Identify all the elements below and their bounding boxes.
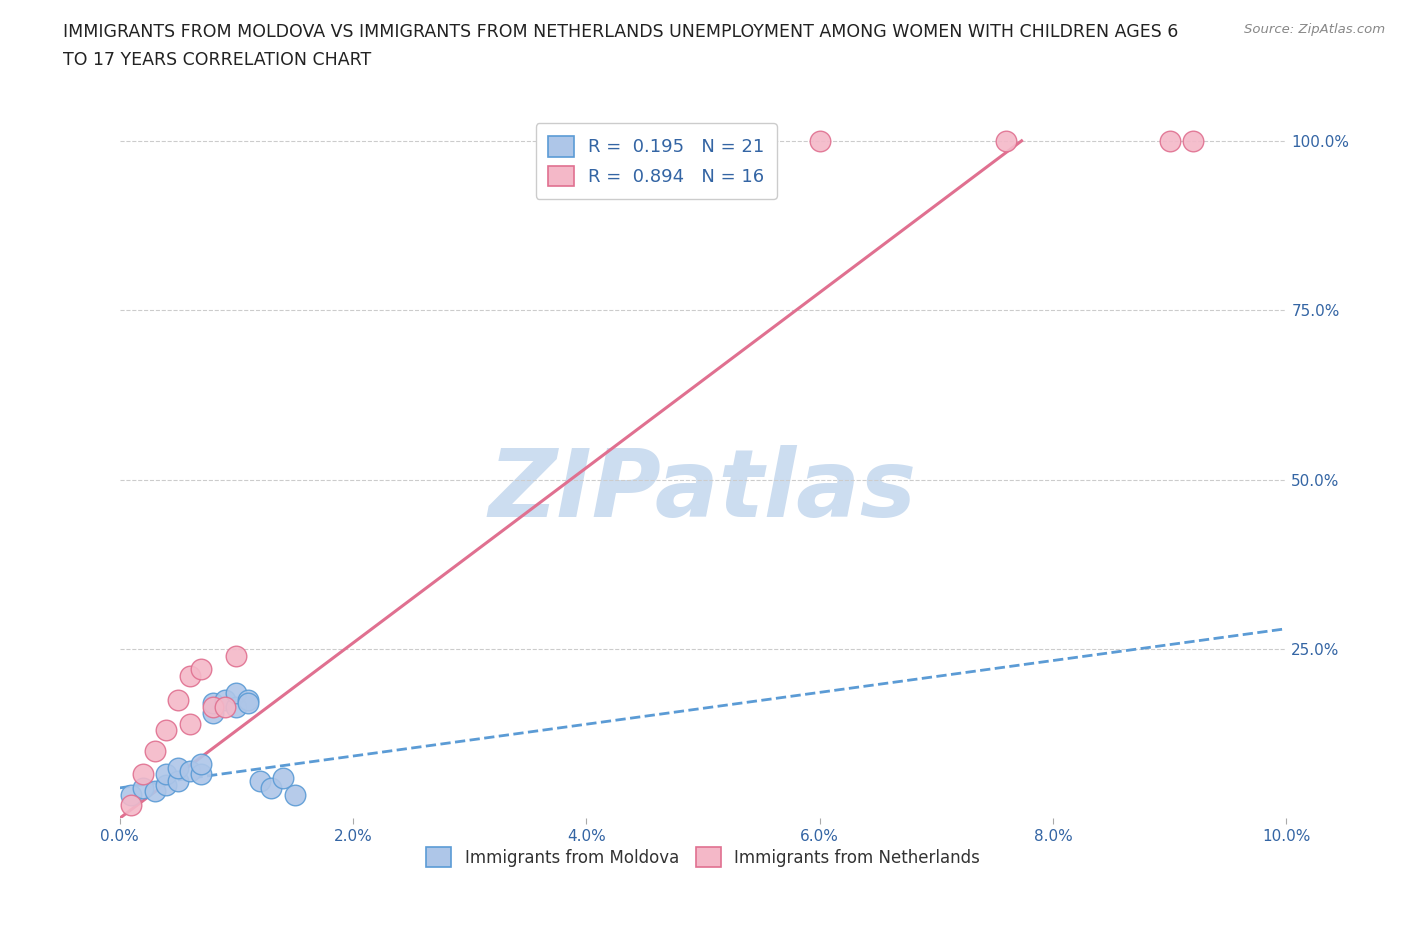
Point (179, 669, 201, 684)
Point (283, 787, 307, 802)
Legend: Immigrants from Moldova, Immigrants from Netherlands: Immigrants from Moldova, Immigrants from… (419, 841, 987, 874)
Point (225, 648, 247, 663)
Text: ZIPatlas: ZIPatlas (489, 445, 917, 538)
Point (236, 696, 259, 711)
Point (166, 692, 188, 708)
Point (225, 685, 247, 700)
Point (1182, 133, 1205, 148)
Point (190, 662, 212, 677)
Point (201, 706, 224, 721)
Point (166, 760, 188, 775)
Point (155, 723, 177, 737)
Text: Source: ZipAtlas.com: Source: ZipAtlas.com (1244, 23, 1385, 36)
Point (249, 774, 271, 789)
Point (155, 767, 177, 782)
Point (120, 787, 142, 802)
Point (214, 692, 236, 708)
Point (214, 699, 236, 714)
Point (575, 161, 598, 176)
Point (143, 784, 166, 799)
Point (236, 692, 259, 708)
Point (179, 764, 201, 778)
Point (1159, 133, 1181, 148)
Point (132, 780, 155, 795)
Point (166, 774, 188, 789)
Point (132, 767, 155, 782)
Point (808, 133, 831, 148)
Point (271, 770, 294, 785)
Point (143, 743, 166, 758)
Text: IMMIGRANTS FROM MOLDOVA VS IMMIGRANTS FROM NETHERLANDS UNEMPLOYMENT AMONG WOMEN : IMMIGRANTS FROM MOLDOVA VS IMMIGRANTS FR… (63, 23, 1178, 41)
Point (190, 767, 212, 782)
Point (120, 797, 142, 812)
Point (995, 133, 1018, 148)
Point (190, 757, 212, 772)
Point (201, 696, 224, 711)
Point (179, 716, 201, 731)
Point (201, 699, 224, 714)
Point (260, 780, 283, 795)
Point (225, 699, 247, 714)
Point (155, 777, 177, 792)
Text: TO 17 YEARS CORRELATION CHART: TO 17 YEARS CORRELATION CHART (63, 51, 371, 69)
